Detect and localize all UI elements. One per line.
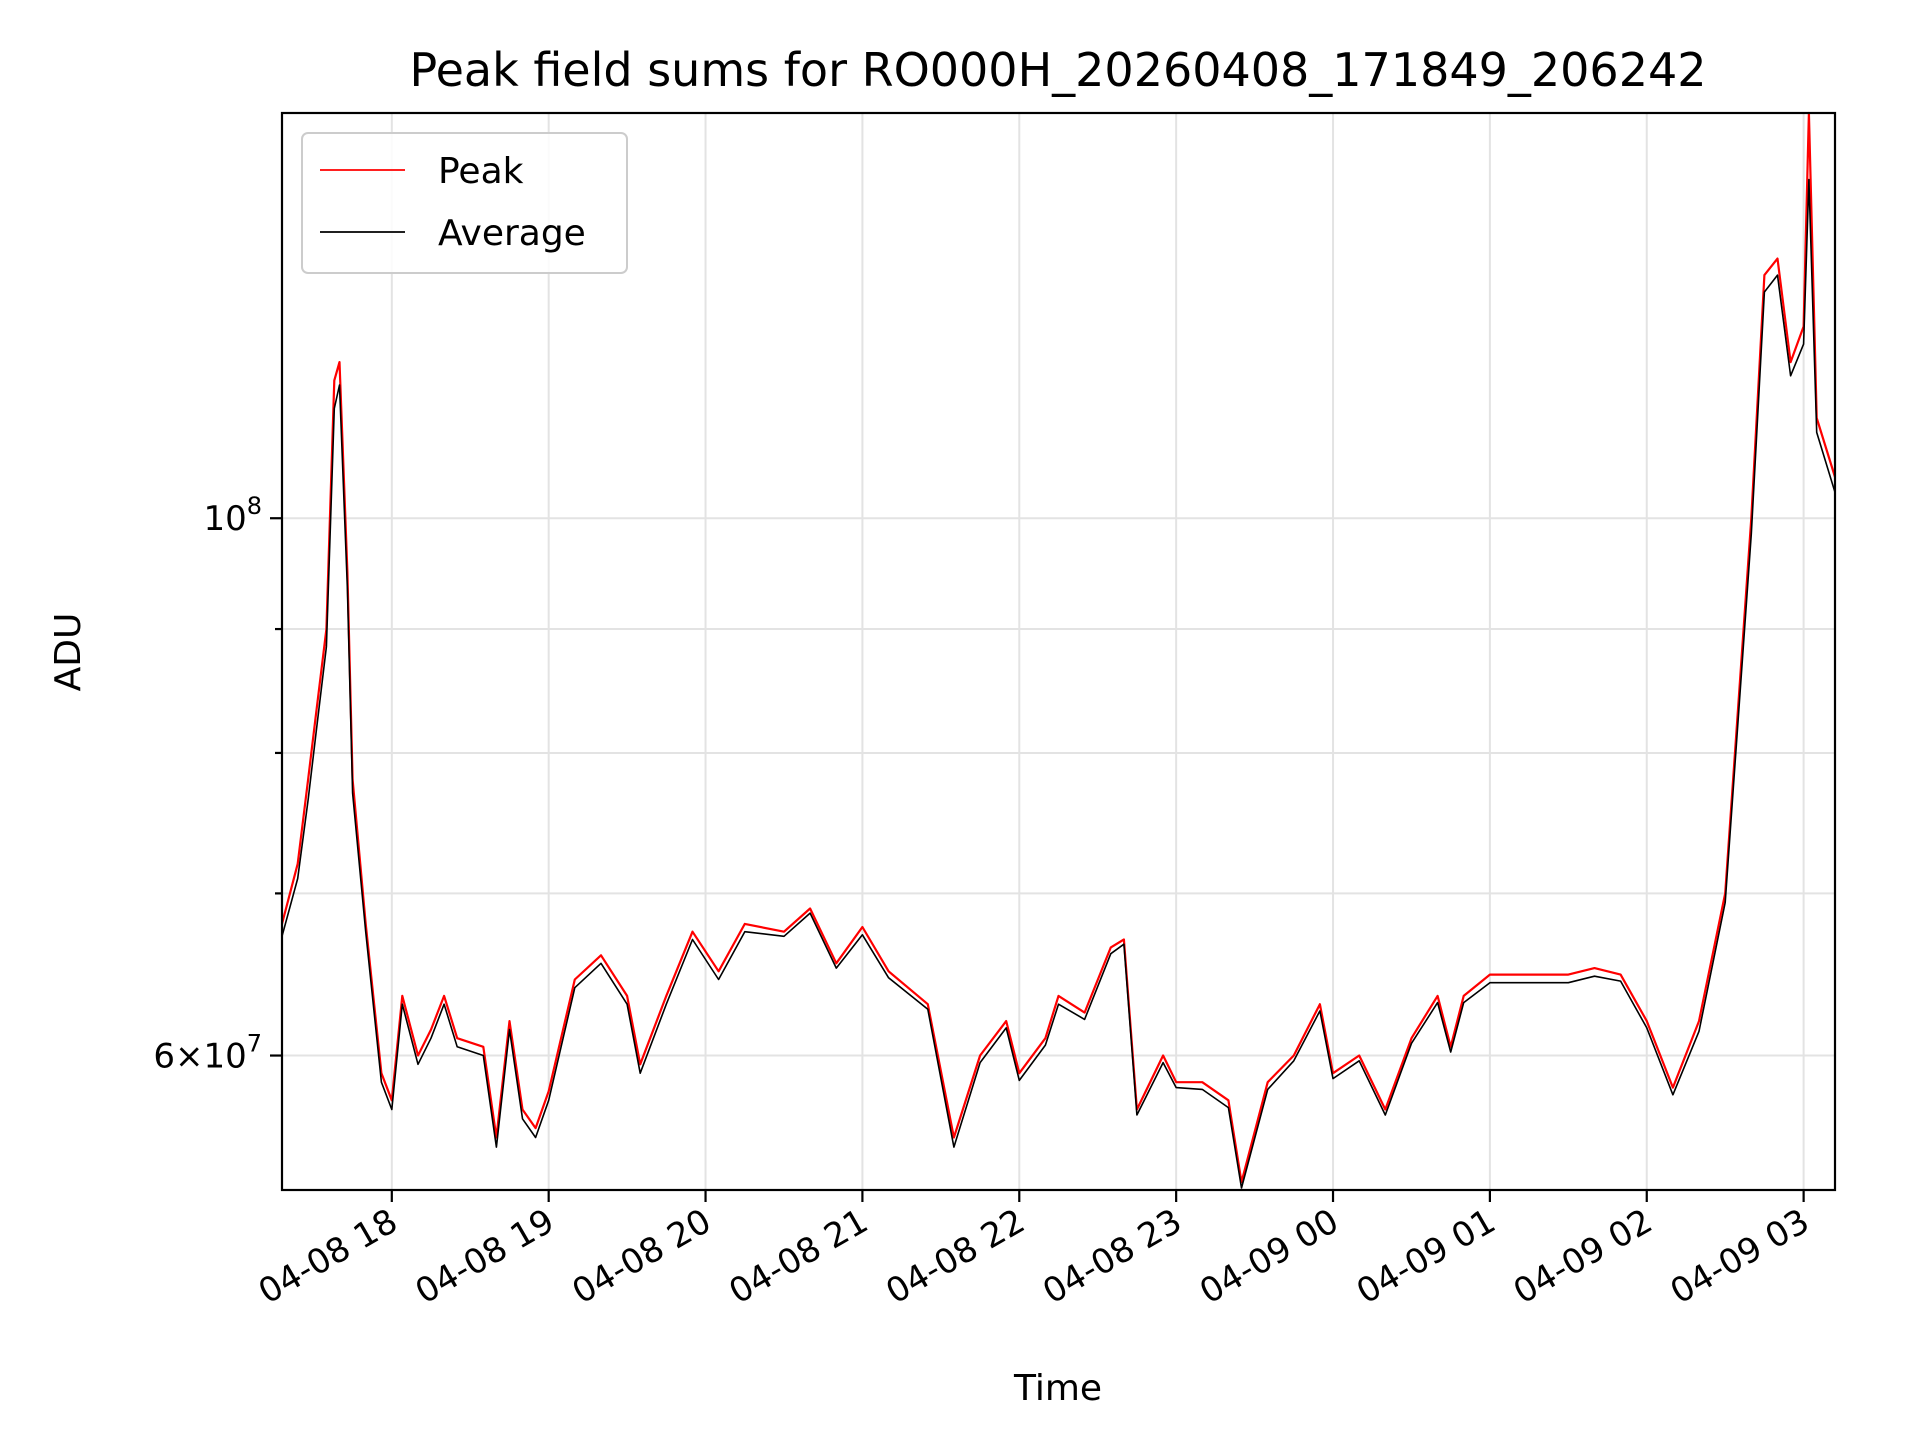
series-area — [280, 111, 1837, 1189]
y-axis-label: ADU — [48, 613, 89, 692]
y-axis: 108 6×107 — [153, 492, 282, 1077]
legend-label-peak: Peak — [438, 151, 524, 192]
series-line-average — [281, 178, 1836, 1189]
grid — [282, 113, 1835, 1190]
y-tick-label: 6×107 — [153, 1030, 262, 1077]
legend: Peak Average — [301, 132, 628, 274]
series-line-peak — [280, 111, 1837, 1184]
chart-title: Peak field sums for RO000H_20260408_1718… — [409, 43, 1706, 97]
plot-frame — [280, 111, 1837, 1192]
legend-label-average: Average — [438, 213, 586, 254]
y-tick-label: 108 — [203, 492, 262, 539]
x-axis-label: Time — [1013, 1368, 1102, 1409]
legend-box — [301, 132, 628, 274]
